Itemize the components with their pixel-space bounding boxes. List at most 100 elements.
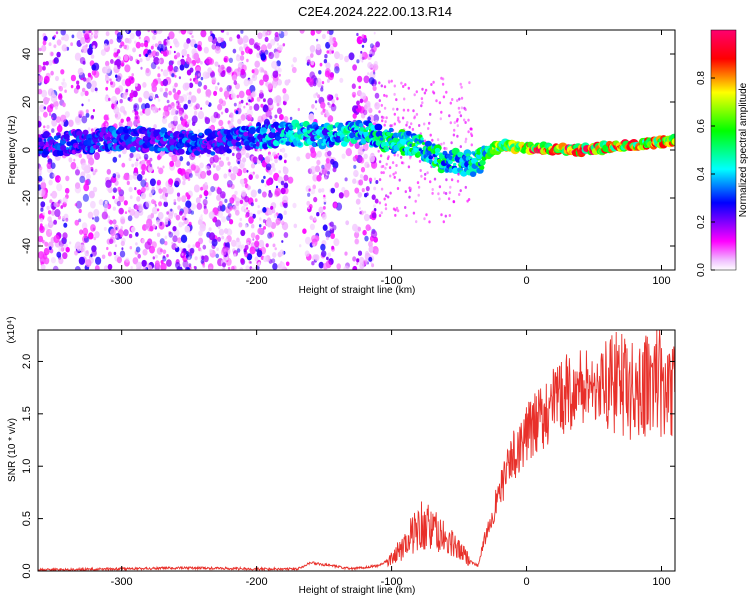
spectral-speckle <box>46 162 52 170</box>
spectral-speckle <box>249 261 252 264</box>
spectral-speckle <box>438 197 441 201</box>
spectral-speckle <box>327 115 334 123</box>
signal-trace-point <box>451 147 460 155</box>
spectral-speckle <box>363 35 367 39</box>
spectral-speckle <box>150 213 154 219</box>
spectral-speckle <box>249 105 253 110</box>
spectral-speckle <box>449 121 452 125</box>
y-tick-label: 40 <box>21 48 33 60</box>
spectral-speckle <box>197 110 205 120</box>
signal-trace-point <box>399 137 408 145</box>
spectral-speckle <box>194 43 198 49</box>
spectral-speckle <box>200 76 204 81</box>
spectral-speckle <box>124 211 128 215</box>
spectral-speckle <box>197 44 202 51</box>
spectral-speckle <box>76 80 80 85</box>
spectral-speckle <box>170 208 173 212</box>
spectral-speckle <box>205 196 208 200</box>
spectral-speckle <box>75 185 79 189</box>
signal-trace-point <box>212 139 216 144</box>
spectral-speckle <box>129 195 133 200</box>
spectral-speckle <box>356 258 360 263</box>
colorbar-gradient <box>710 29 737 271</box>
spectral-speckle <box>107 251 112 257</box>
spectral-speckle <box>47 216 52 223</box>
spectral-speckle <box>168 178 174 185</box>
spectral-speckle <box>88 232 94 240</box>
spectral-speckle <box>247 103 250 106</box>
spectral-speckle <box>370 230 378 239</box>
spectral-speckle <box>345 56 349 61</box>
spectral-speckle <box>178 110 183 117</box>
spectral-speckle <box>91 249 97 257</box>
spectral-speckle <box>194 256 198 261</box>
signal-trace-point <box>43 138 47 142</box>
spectral-speckle <box>93 70 100 78</box>
spectral-speckle <box>109 219 113 225</box>
spectral-speckle <box>276 107 283 115</box>
spectral-speckle <box>166 187 172 195</box>
spectral-speckle <box>378 110 381 114</box>
spectral-speckle <box>151 241 157 249</box>
spectral-speckle <box>270 158 273 161</box>
spectral-speckle <box>158 201 163 207</box>
spectral-speckle <box>104 65 111 74</box>
spectral-speckle <box>363 213 370 222</box>
spectral-speckle <box>191 203 196 210</box>
spectral-speckle <box>40 207 44 212</box>
spectral-speckle <box>352 265 358 270</box>
spectral-speckle <box>145 53 149 58</box>
spectral-speckle <box>43 106 47 110</box>
spectral-speckle <box>364 102 371 111</box>
signal-trace-point <box>249 127 257 134</box>
spectral-speckle <box>356 100 360 106</box>
spectral-speckle <box>227 266 231 270</box>
spectral-speckle <box>209 249 213 254</box>
spectral-speckle <box>38 121 42 128</box>
spectral-speckle <box>374 249 379 255</box>
spectral-speckle <box>383 93 386 97</box>
spectral-speckle <box>253 68 259 76</box>
spectral-speckle <box>83 183 90 192</box>
spectral-speckle <box>317 81 322 88</box>
spectral-speckle <box>207 266 213 270</box>
spectral-speckle <box>90 54 95 59</box>
spectral-speckle <box>385 194 388 198</box>
spectral-speckle <box>116 49 121 54</box>
spectral-speckle <box>156 208 160 212</box>
spectral-speckle <box>120 226 124 229</box>
spectral-speckle <box>217 67 223 74</box>
spectral-speckle <box>229 206 233 211</box>
spectral-speckle <box>280 187 286 195</box>
spectral-speckle <box>118 194 125 203</box>
spectral-speckle <box>325 158 330 164</box>
spectral-speckle <box>118 207 124 215</box>
spectral-speckle <box>51 128 55 133</box>
spectral-speckle <box>336 97 339 101</box>
spectral-speckle <box>235 200 240 207</box>
spectral-speckle <box>166 259 172 267</box>
spectral-speckle <box>258 261 261 266</box>
spectral-speckle <box>312 243 316 247</box>
spectral-speckle <box>156 232 161 237</box>
y-tick-label: 0.0 <box>21 563 33 578</box>
spectral-speckle <box>307 206 310 210</box>
spectral-speckle <box>324 176 327 180</box>
spectral-speckle <box>279 249 285 257</box>
signal-trace-point <box>379 137 384 141</box>
spectral-speckle <box>202 71 209 80</box>
x-tick-label: -300 <box>111 576 133 588</box>
spectral-speckle <box>368 177 373 183</box>
spectral-speckle <box>458 193 461 196</box>
spectral-speckle <box>316 159 321 166</box>
spectral-speckle <box>195 103 200 110</box>
y-tick-label: 0 <box>21 147 33 153</box>
spectral-speckle <box>420 97 424 101</box>
spectral-speckle <box>352 94 356 98</box>
spectral-speckle <box>52 173 56 178</box>
spectral-speckle <box>230 118 234 123</box>
spectral-speckle <box>221 216 227 223</box>
spectral-speckle <box>371 263 375 268</box>
spectral-speckle <box>39 104 45 113</box>
spectral-speckle <box>291 64 294 68</box>
